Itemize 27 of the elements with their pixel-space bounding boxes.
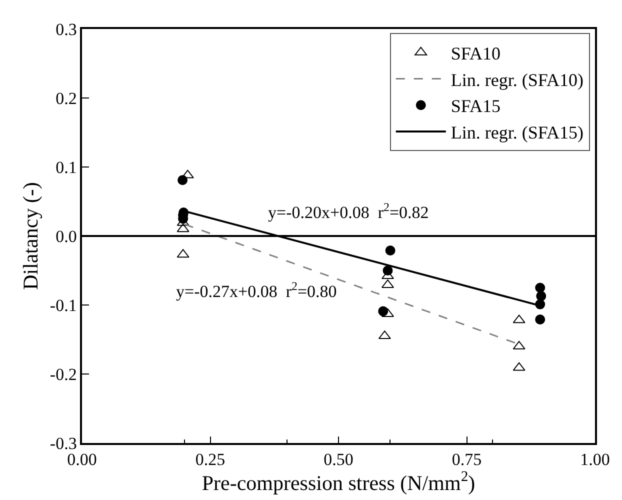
y-tick-label: 0.3 <box>56 20 77 39</box>
x-tick-label: 1.00 <box>580 450 610 470</box>
legend-label: SFA15 <box>450 96 501 116</box>
x-tick-label: 0.50 <box>324 450 354 470</box>
point <box>535 314 546 324</box>
point <box>382 266 393 276</box>
annotation: y=-0.20x+0.08 r$^{2}$=0.82 <box>268 200 429 222</box>
y-tick-label: 0.0 <box>56 226 77 246</box>
point <box>535 282 546 293</box>
x-tick-label: 0.00 <box>67 450 97 470</box>
y-tick-label: -0.2 <box>50 364 77 384</box>
x-tick-label: 0.25 <box>195 450 226 470</box>
y-tick-label: -0.1 <box>50 296 77 315</box>
y-tick-label: -0.3 <box>50 434 77 453</box>
x-axis-title: Pre-compression stress (N/mm$^{2}$) <box>202 469 476 495</box>
x-tick-label: 0.75 <box>452 450 482 470</box>
point <box>385 245 396 256</box>
legend-label: SFA10 <box>450 43 501 64</box>
y-tick-label: 0.1 <box>56 158 77 177</box>
y-axis-title: Dilatancy (-) <box>18 182 43 290</box>
point <box>536 291 546 302</box>
legend-label: Lin. regr. (SFA10) <box>450 70 584 90</box>
legend-label: Lin. regr. (SFA15) <box>450 122 584 143</box>
point <box>178 175 188 186</box>
annotation: y=-0.27x+0.08 r$^{2}$=0.80 <box>176 279 337 302</box>
point <box>378 306 388 316</box>
y-tick-label: 0.2 <box>56 88 77 108</box>
